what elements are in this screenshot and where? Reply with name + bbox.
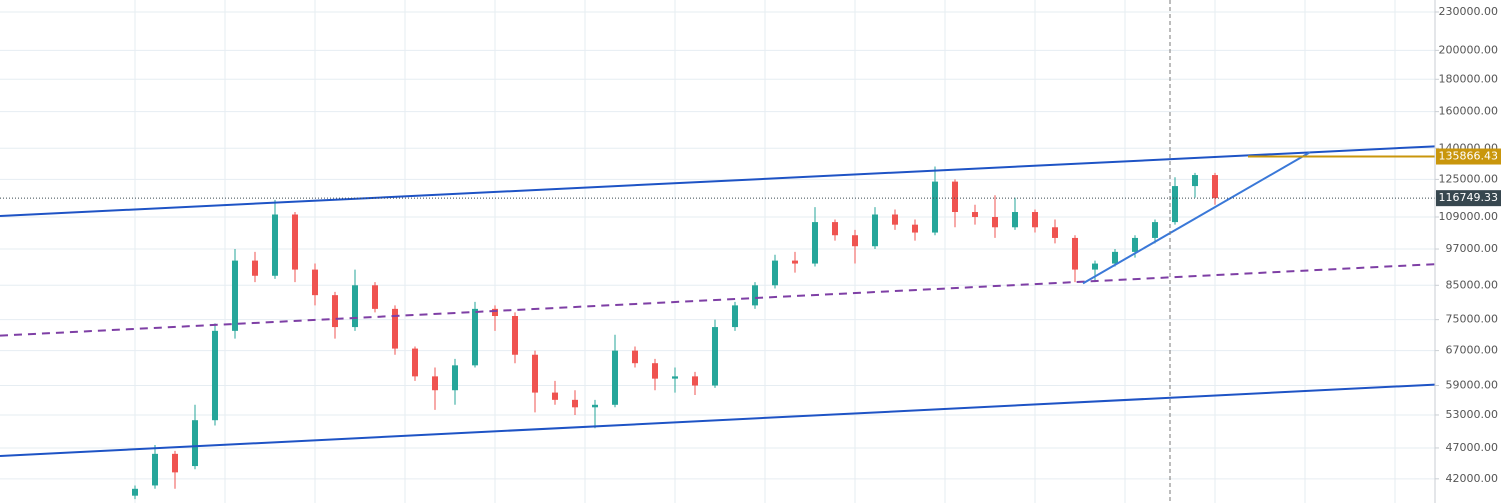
candle-body bbox=[172, 453, 178, 473]
candle-body bbox=[1092, 263, 1098, 270]
candle-body bbox=[1072, 237, 1078, 270]
candle-body bbox=[592, 404, 598, 408]
y-tick-label: 47000.00 bbox=[1446, 441, 1499, 454]
y-tick-label: 230000.00 bbox=[1439, 5, 1499, 18]
trend-line bbox=[1082, 151, 1311, 285]
candle-body bbox=[332, 295, 338, 328]
candle-body bbox=[232, 260, 238, 331]
candle-body bbox=[352, 285, 358, 328]
candle-body bbox=[952, 181, 958, 213]
trend-line bbox=[0, 383, 1436, 457]
last-price-badge bbox=[1436, 190, 1501, 207]
candle-body bbox=[492, 308, 498, 317]
candle-body bbox=[192, 420, 198, 467]
drawings bbox=[0, 145, 1436, 457]
candle-body bbox=[732, 305, 738, 328]
vertical-grid bbox=[134, 0, 1396, 503]
candle-body bbox=[132, 488, 138, 496]
candle-body bbox=[712, 327, 718, 386]
candle-body bbox=[392, 308, 398, 349]
candle-body bbox=[1172, 186, 1178, 223]
candle-body bbox=[672, 376, 678, 379]
axis-labels: 42000.00 47000.00 53000.00 59000.00 67000.00… bbox=[1435, 5, 1501, 485]
candle-body bbox=[632, 350, 638, 364]
y-tick-label: 42000.00 bbox=[1446, 472, 1499, 485]
candle-body bbox=[852, 235, 858, 247]
y-tick-label: 160000.00 bbox=[1439, 105, 1499, 118]
y-tick-label: 125000.00 bbox=[1439, 172, 1499, 185]
candle-body bbox=[452, 365, 458, 391]
drawing-price-badge bbox=[1436, 148, 1501, 165]
y-tick-label: 53000.00 bbox=[1446, 408, 1499, 421]
y-tick-label: 59000.00 bbox=[1446, 379, 1499, 392]
y-tick-label: 85000.00 bbox=[1446, 278, 1499, 291]
candle-body bbox=[472, 308, 478, 366]
candle-body bbox=[572, 399, 578, 408]
candle-body bbox=[832, 222, 838, 236]
candle-body bbox=[932, 181, 938, 233]
candle-body bbox=[212, 330, 218, 421]
y-tick-label: 200000.00 bbox=[1439, 43, 1499, 56]
candle-body bbox=[892, 214, 898, 225]
candles bbox=[132, 166, 1218, 500]
last-price-label: 116749.33 bbox=[1439, 191, 1499, 204]
candle-body bbox=[612, 350, 618, 405]
candle-body bbox=[1032, 212, 1038, 228]
candle-body bbox=[1052, 227, 1058, 238]
candle-body bbox=[1132, 237, 1138, 252]
price-axis bbox=[1435, 0, 1501, 503]
candle-body bbox=[652, 363, 658, 379]
candle-body bbox=[512, 316, 518, 355]
candle-body bbox=[1212, 175, 1218, 199]
candle-body bbox=[292, 214, 298, 270]
candle-body bbox=[252, 260, 258, 276]
candle-body bbox=[432, 376, 438, 391]
candle-body bbox=[1192, 175, 1198, 187]
candle-body bbox=[972, 212, 978, 218]
trend-line bbox=[0, 145, 1436, 218]
candle-body bbox=[1112, 251, 1118, 264]
y-tick-label: 75000.00 bbox=[1446, 313, 1499, 326]
candle-body bbox=[532, 354, 538, 393]
trend-line bbox=[0, 263, 1436, 337]
drawing-price-label: 135866.43 bbox=[1439, 150, 1499, 163]
y-tick-label: 109000.00 bbox=[1439, 210, 1499, 223]
candle-body bbox=[552, 392, 558, 400]
candle-body bbox=[1012, 212, 1018, 228]
candle-body bbox=[412, 348, 418, 377]
candle-body bbox=[152, 453, 158, 486]
candle-body bbox=[312, 269, 318, 296]
candle-body bbox=[812, 222, 818, 264]
candle-body bbox=[272, 214, 278, 276]
y-tick-label: 97000.00 bbox=[1446, 242, 1499, 255]
candle-body bbox=[372, 285, 378, 309]
candle-body bbox=[792, 260, 798, 264]
candle-body bbox=[912, 224, 918, 233]
y-tick-label: 67000.00 bbox=[1446, 344, 1499, 357]
candle-body bbox=[872, 214, 878, 247]
candle-body bbox=[692, 376, 698, 386]
y-tick-label: 180000.00 bbox=[1439, 72, 1499, 85]
candle-body bbox=[752, 285, 758, 306]
candle-body bbox=[772, 260, 778, 286]
candle-body bbox=[1152, 222, 1158, 238]
candle-body bbox=[992, 217, 998, 228]
